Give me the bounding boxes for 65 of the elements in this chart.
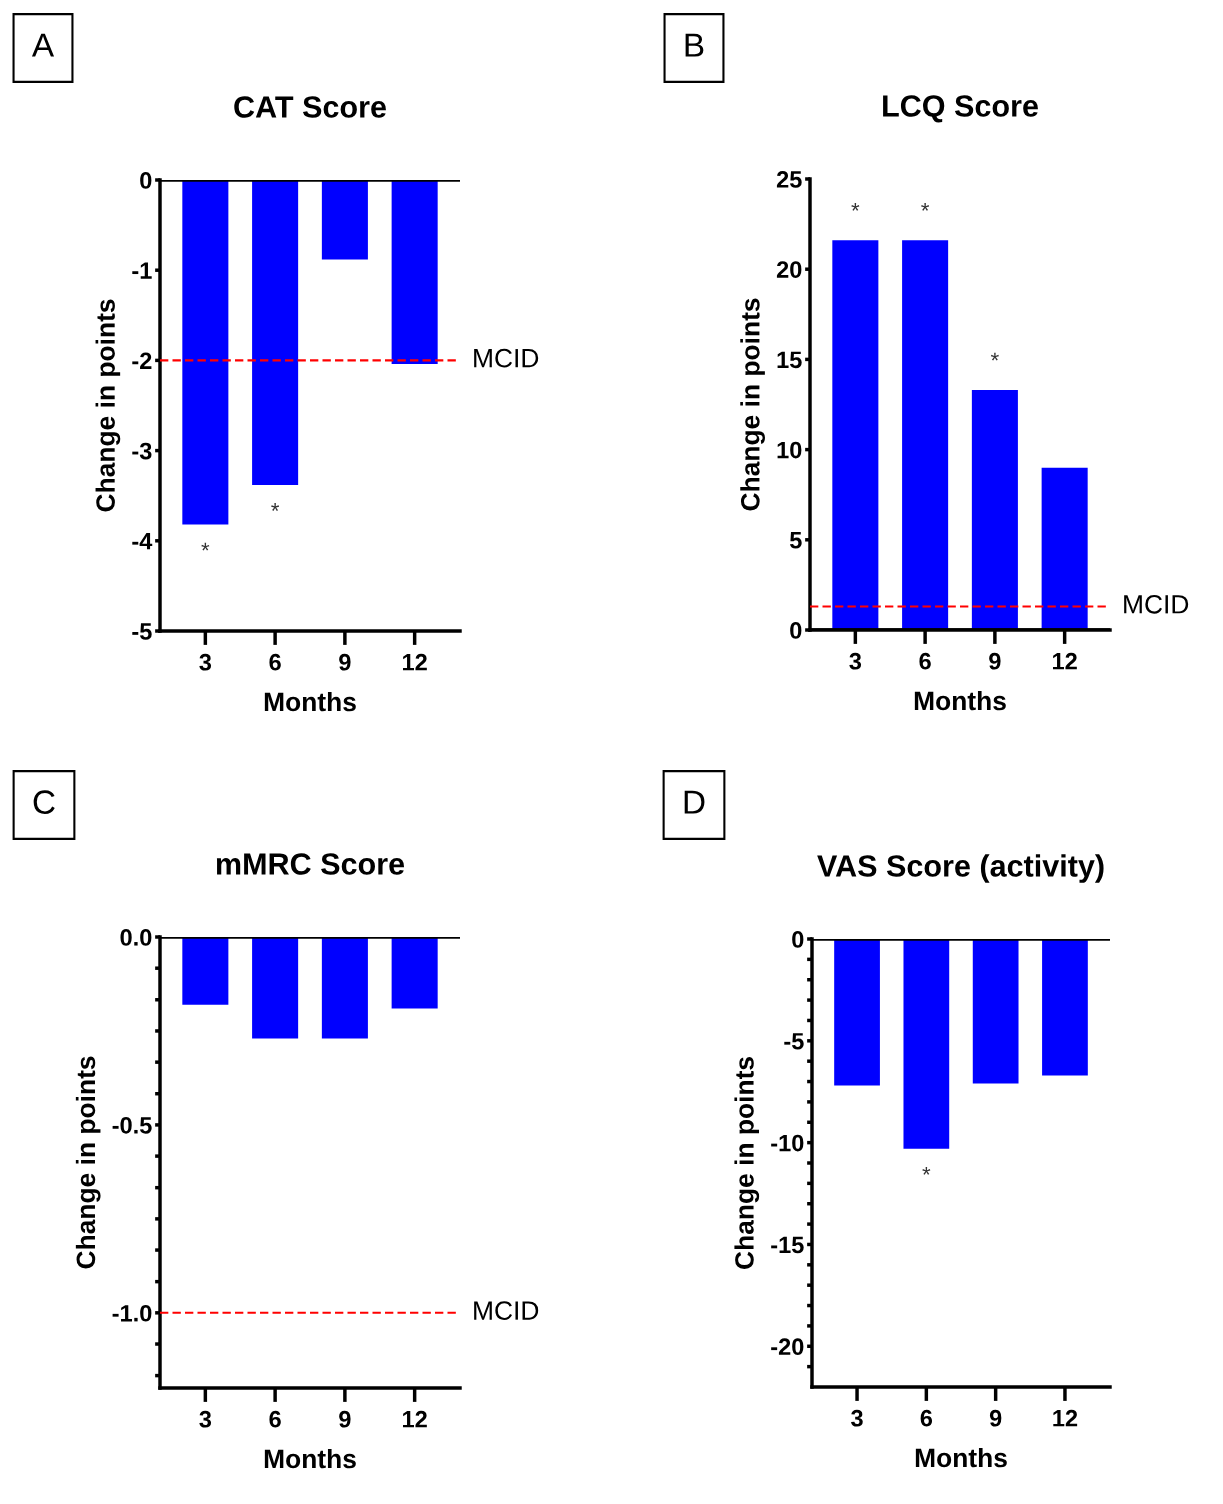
y-tick-label: 25 (776, 171, 802, 188)
y-axis-title: Change in points (740, 298, 765, 511)
ref-line-label: MCID (1124, 594, 1189, 614)
x-tick-label: 12 (403, 653, 427, 671)
text: A (31, 33, 55, 57)
ref-line-label: MCID (474, 1301, 539, 1320)
x-tick-label: 9 (339, 1410, 351, 1428)
x-tick-label: 9 (339, 653, 351, 671)
x-axis-title: Months (915, 1447, 1007, 1468)
y-tick-label: 0 (140, 172, 152, 189)
x-tick-label: 6 (269, 653, 281, 671)
y-axis-title: Change in points (75, 1056, 101, 1269)
y-tick-label: -2 (132, 352, 152, 369)
ref-line-label: MCID (474, 348, 539, 368)
annotation: * (271, 503, 280, 511)
y-tick-label: -5 (784, 1033, 804, 1050)
bar (902, 240, 949, 630)
x-tick-label: 3 (199, 1410, 212, 1428)
bar (1041, 467, 1088, 630)
x-tick-label: 6 (920, 1409, 933, 1427)
y-tick-label: -20 (771, 1338, 804, 1356)
chart-title: mMRC Score (216, 853, 405, 875)
y-tick-label: -4 (132, 533, 153, 550)
y-tick-label: -1.0 (112, 1304, 152, 1322)
x-tick-label: 9 (989, 1409, 1002, 1427)
y-axis-title: Change in points (95, 299, 121, 512)
annotation: * (851, 203, 860, 211)
x-tick-label: 12 (1053, 1409, 1078, 1427)
y-tick-label: 0.0 (120, 929, 152, 946)
chart-title: CAT Score (234, 96, 386, 118)
x-axis-title: Months (264, 691, 356, 712)
annotation: * (922, 1166, 931, 1175)
y-tick-label: 5 (789, 532, 802, 549)
x-tick-label: 3 (199, 653, 212, 671)
x-tick-label: 6 (269, 1410, 281, 1428)
y-tick-label: 0 (792, 931, 804, 948)
y-tick-label: -3 (132, 442, 152, 460)
annotation: * (921, 203, 930, 211)
x-tick-label: 6 (919, 652, 931, 670)
y-tick-label: 15 (777, 351, 802, 369)
y-tick-label: -15 (771, 1236, 804, 1254)
y-tick-label: -0.5 (112, 1116, 152, 1134)
y-tick-label: 10 (777, 441, 802, 459)
text: D (684, 790, 705, 814)
y-tick-label: -1 (132, 262, 152, 279)
y-axis-title: Change in points (734, 1057, 760, 1269)
text: B (685, 33, 704, 57)
x-tick-label: 3 (849, 652, 862, 670)
y-tick-label: 0 (790, 622, 802, 639)
x-tick-label: 9 (989, 652, 1001, 670)
annotation: * (201, 542, 210, 551)
annotation: * (990, 352, 999, 361)
bar (971, 390, 1018, 630)
chart-title: LCQ Score (883, 95, 1038, 123)
x-tick-label: 12 (1053, 652, 1077, 670)
y-tick-label: -10 (771, 1134, 804, 1152)
x-tick-label: 12 (403, 1410, 427, 1428)
y-tick-label: 20 (776, 261, 802, 278)
x-axis-title: Months (914, 690, 1006, 711)
x-axis-title: Months (264, 1448, 356, 1469)
y-tick-label: -5 (132, 623, 152, 640)
chart-title: VAS Score (activity) (817, 854, 1104, 883)
text: C (33, 790, 55, 814)
x-tick-label: 3 (851, 1409, 863, 1427)
bar (832, 240, 879, 630)
